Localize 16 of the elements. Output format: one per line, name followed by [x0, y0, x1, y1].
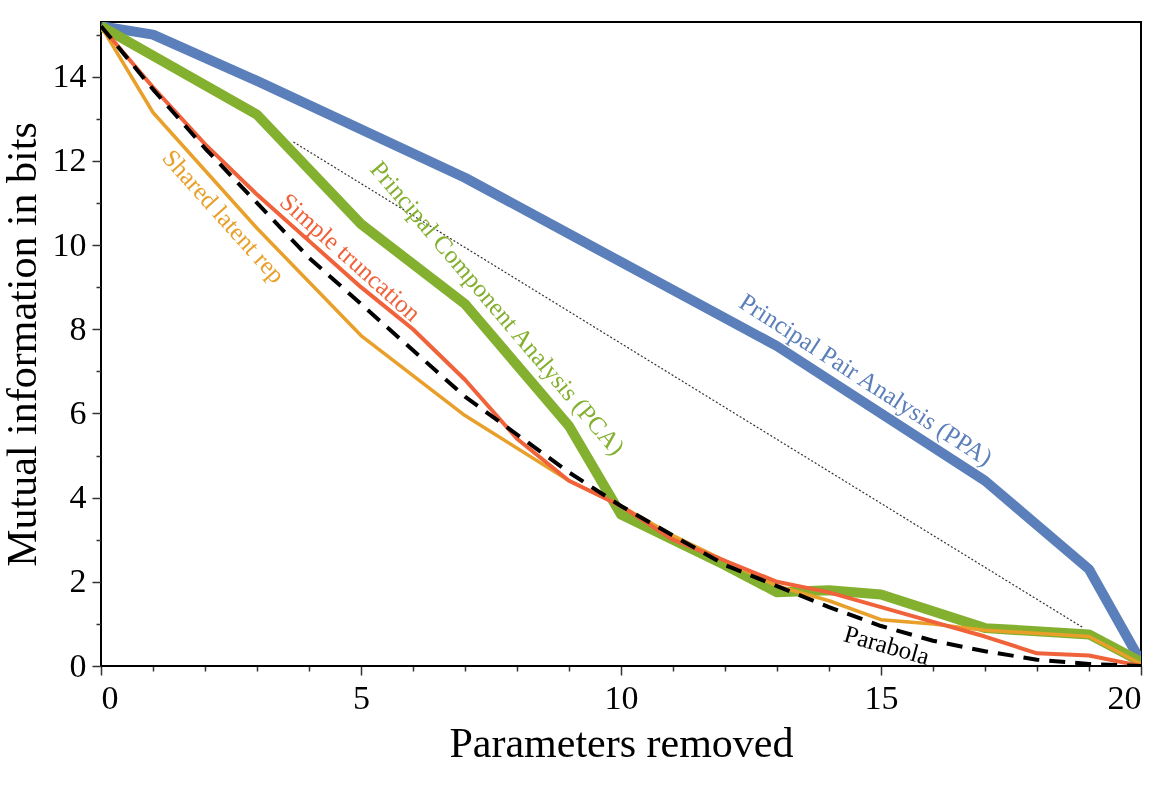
x-tick-label: 15 [864, 678, 899, 716]
y-tick-label: 0 [69, 646, 87, 684]
y-tick-label: 8 [69, 309, 87, 347]
x-tick-label: 20 [1107, 678, 1142, 716]
y-tick-label: 12 [52, 141, 87, 179]
y-axis-title: Mutual information in bits [0, 122, 45, 567]
x-axis-title: Parameters removed [449, 719, 794, 766]
y-tick-label: 2 [69, 562, 87, 600]
text: Parabola [841, 619, 933, 670]
x-tick-label: 0 [101, 678, 119, 716]
x-tick-label: 10 [604, 678, 639, 716]
y-tick-label: 4 [69, 478, 87, 516]
y-tick-label: 10 [52, 225, 87, 263]
x-tick-label: 5 [353, 678, 370, 716]
y-tick-label: 6 [69, 393, 87, 431]
y-tick-label: 14 [52, 57, 87, 95]
